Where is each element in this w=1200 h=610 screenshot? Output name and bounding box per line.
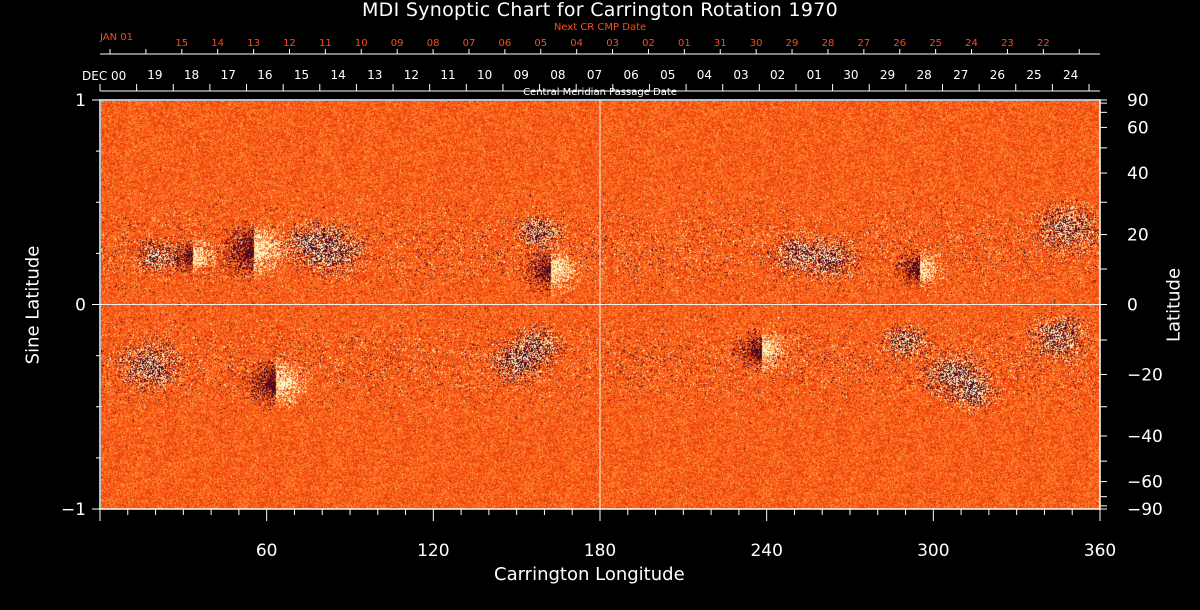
next-cr-date-label: 28 [822, 38, 835, 49]
cmp-date-label: 16 [257, 68, 272, 82]
y-tick-label-right: 40 [1127, 164, 1149, 184]
next-cr-date-label: 24 [965, 38, 978, 49]
next-cr-date-label: 08 [427, 38, 440, 49]
cmp-date-label: 15 [294, 68, 309, 82]
y-tick-label-right: −20 [1127, 365, 1163, 385]
next-cr-date-label: 03 [606, 38, 619, 49]
cmp-date-label: 10 [477, 68, 492, 82]
next-cr-date-label: 11 [319, 38, 332, 49]
cmp-date-label: 09 [514, 68, 529, 82]
y-axis-label-right: Latitude [1163, 267, 1185, 343]
y-tick-label-right: 60 [1127, 118, 1149, 138]
cmp-date-label: 07 [587, 68, 602, 82]
x-tick-label: 240 [750, 541, 782, 561]
next-cr-date-label: 10 [355, 38, 368, 49]
y-tick-label-right: −40 [1127, 427, 1163, 447]
cmp-axis-label: Central Meridian Passage Date [523, 87, 677, 98]
x-axis-label: Carrington Longitude [494, 564, 685, 585]
next-cr-date-label: 09 [391, 38, 404, 49]
x-tick-label: 180 [584, 541, 616, 561]
y-tick-label-right: 0 [1127, 296, 1138, 316]
next-cr-date-label: 29 [786, 38, 799, 49]
cmp-date-label: 05 [660, 68, 675, 82]
next-cr-date-label: 14 [211, 38, 224, 49]
next-cr-date-label: 25 [929, 38, 942, 49]
cmp-date-label: 01 [807, 68, 822, 82]
next-cr-date-label: 22 [1037, 38, 1050, 49]
next-cr-date-label: 01 [678, 38, 691, 49]
next-cr-date-label: 05 [534, 38, 547, 49]
x-tick-label: 360 [1084, 541, 1116, 561]
y-tick-label-right: 20 [1127, 226, 1149, 246]
cmp-date-label: 30 [843, 68, 858, 82]
next-cr-date-label: 13 [247, 38, 260, 49]
cmp-date-label: 27 [953, 68, 968, 82]
cmp-date-label: 06 [623, 68, 638, 82]
y-tick-label-left: 1 [75, 91, 86, 111]
next-cr-date-label: 30 [750, 38, 763, 49]
next-cr-date-label: 26 [893, 38, 906, 49]
next-cr-date-label: 31 [714, 38, 727, 49]
cmp-date-label: 03 [733, 68, 748, 82]
x-tick-label: 60 [256, 541, 278, 561]
next-cr-date-label: 12 [283, 38, 296, 49]
cmp-date-label: 18 [184, 68, 199, 82]
next-cr-date-label: 02 [642, 38, 655, 49]
cmp-date-label: 08 [550, 68, 565, 82]
cmp-date-label: 13 [367, 68, 382, 82]
cmp-date-label: 11 [440, 68, 455, 82]
y-tick-label-left: 0 [75, 296, 86, 316]
chart-title: MDI Synoptic Chart for Carrington Rotati… [361, 0, 839, 21]
cmp-date-label: 25 [1026, 68, 1041, 82]
cmp-date-label: 14 [330, 68, 345, 82]
cmp-date-label: 19 [147, 68, 162, 82]
cmp-date-label: 04 [697, 68, 712, 82]
x-tick-label: 300 [917, 541, 949, 561]
next-cr-date-label: 15 [175, 38, 188, 49]
y-tick-label-left: −1 [61, 500, 86, 520]
next-cr-date-label: 06 [499, 38, 512, 49]
y-tick-label-right: −60 [1127, 473, 1163, 493]
cmp-start-label: DEC 00 [82, 69, 127, 83]
next-start-label: JAN 01 [100, 32, 133, 43]
next-cr-date-label: 04 [570, 38, 583, 49]
next-cr-date-label: 07 [463, 38, 476, 49]
cmp-date-label: 28 [917, 68, 932, 82]
x-tick-label: 120 [417, 541, 449, 561]
cmp-date-label: 24 [1063, 68, 1078, 82]
y-tick-label-right: −90 [1127, 500, 1163, 520]
y-tick-label-right: 90 [1127, 91, 1149, 111]
next-cr-label: Next CR CMP Date [553, 22, 647, 33]
next-cr-date-label: 27 [857, 38, 870, 49]
cmp-date-label: 17 [221, 68, 236, 82]
next-cr-date-label: 23 [1001, 38, 1014, 49]
cmp-date-label: 02 [770, 68, 785, 82]
cmp-date-label: 12 [404, 68, 419, 82]
cmp-date-label: 26 [990, 68, 1005, 82]
y-axis-label-left: Sine Latitude [22, 245, 44, 365]
cmp-date-label: 29 [880, 68, 895, 82]
